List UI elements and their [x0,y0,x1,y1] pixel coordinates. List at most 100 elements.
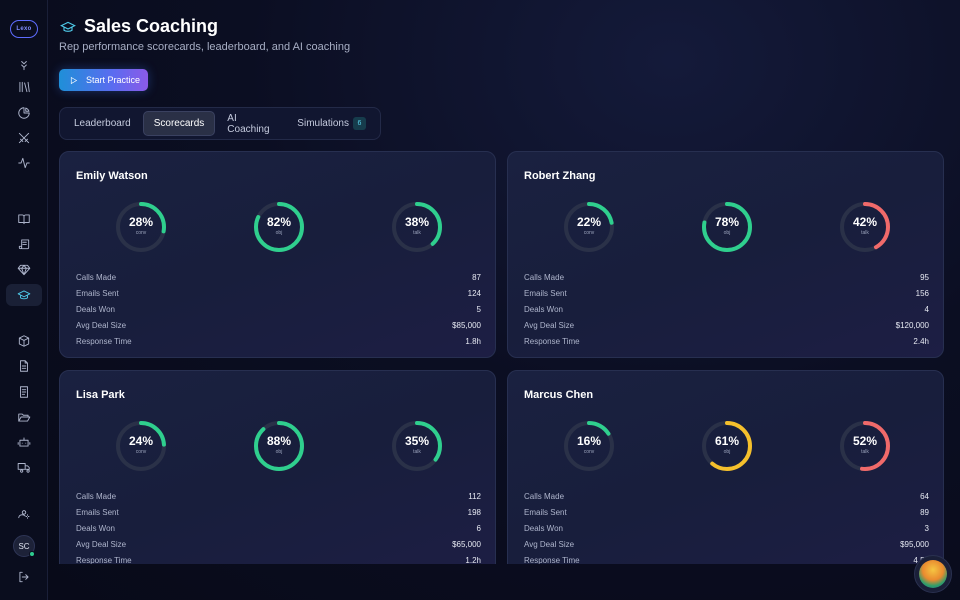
sidebar-item-products[interactable] [6,330,42,352]
stat-label: Emails Sent [76,507,119,517]
sidebar-item-analytics[interactable] [6,102,42,124]
pie-chart-icon [18,107,30,119]
ring-progress [702,421,752,471]
graduation-cap-icon [60,21,76,32]
ring-progress [702,202,752,252]
sidebar-item-files[interactable] [6,406,42,428]
sidebar-item-documents[interactable] [6,355,42,377]
app-logo[interactable]: Lexo [10,20,38,38]
swords-icon [18,132,30,144]
tab-label: Leaderboard [74,118,131,129]
stat-row: Avg Deal Size $85,000 [76,317,481,333]
avatar[interactable]: SC [13,535,35,557]
tab-label: AI Coaching [227,112,270,135]
page-title: Sales Coaching [60,16,218,37]
stat-value: 4 [924,304,929,314]
stat-label: Calls Made [524,272,565,282]
ring-progress [564,202,614,252]
sidebar-item-bots[interactable] [6,431,42,453]
tab-leaderboard[interactable]: Leaderboard [64,111,141,136]
stat-value: 87 [472,272,481,282]
ring-chart [564,421,614,471]
metric-ring-talk: 35% talk [388,417,446,475]
scorecard[interactable]: Marcus Chen 16% conv 61% obj 52% talk Calls Mad… [507,370,944,564]
sidebar-item-logistics[interactable] [6,456,42,478]
metric-ring-conv: 22% conv [560,198,618,256]
metric-ring-conv: 28% conv [112,198,170,256]
metric-label: obj [275,449,283,455]
assistant-launcher-button[interactable] [914,555,952,593]
stat-label: Response Time [76,555,132,565]
scorecard[interactable]: Emily Watson 28% conv 82% obj 38% talk Calls Ma… [59,151,496,358]
ring-chart [392,202,442,252]
scorecard[interactable]: Lisa Park 24% conv 88% obj 35% talk Calls Made 1… [59,370,496,564]
stat-value: 124 [467,288,481,298]
ring-progress [254,421,304,471]
package-icon [18,335,30,347]
sidebar-item-team-settings[interactable] [6,502,42,524]
stat-value: $120,000 [895,320,929,330]
stat-row: Calls Made 64 [524,488,929,504]
stat-value: $85,000 [452,320,481,330]
rep-name: Lisa Park [76,389,125,401]
rep-name: Robert Zhang [524,170,596,182]
stat-label: Emails Sent [524,507,567,517]
sidebar-item-sales-coaching[interactable] [6,284,42,306]
stat-label: Deals Won [524,304,563,314]
sidebar-item-scripts[interactable] [6,233,42,255]
ring-progress [392,202,442,252]
stat-label: Avg Deal Size [76,320,127,330]
sidebar-item-logout[interactable] [6,566,42,588]
stat-label: Calls Made [76,272,117,282]
stat-label: Avg Deal Size [524,320,575,330]
stat-row: Response Time 2.4h [524,333,929,349]
scorecard[interactable]: Robert Zhang 22% conv 78% obj 42% talk Calls Ma… [507,151,944,358]
sidebar-item-library[interactable] [6,76,42,98]
sidebar-item-battles[interactable] [6,127,42,149]
metric-ring-obj: 88% obj [250,417,308,475]
stat-value: 3 [924,523,929,533]
stat-label: Response Time [524,336,580,346]
ring-chart [564,202,614,252]
start-practice-button[interactable]: Start Practice [59,69,148,91]
stat-row: Deals Won 4 [524,301,929,317]
metric-label: conv [135,449,147,455]
stat-label: Emails Sent [76,288,119,298]
stat-row: Emails Sent 124 [76,285,481,301]
sidebar-item-knowledge[interactable] [6,208,42,230]
stat-row: Response Time4.5h [524,552,929,565]
metric-percent: 24% [128,434,154,448]
stat-value: $95,000 [900,539,929,549]
assistant-avatar-icon [919,560,947,588]
stat-value: 156 [915,288,929,298]
stat-row: Emails Sent 156 [524,285,929,301]
stat-value: 1.8h [465,336,481,346]
metric-ring-talk: 42% talk [836,198,894,256]
tab-simulations[interactable]: Simulations 6 [287,111,376,136]
sidebar-item-premium[interactable] [6,259,42,281]
metric-percent: 28% [128,215,154,229]
stat-value: 95 [920,272,929,282]
truck-icon [17,463,30,473]
sidebar-item-filter[interactable] [6,54,42,76]
rep-name: Emily Watson [76,170,148,182]
tab-label: Simulations [297,118,349,129]
sidebar-item-activity[interactable] [6,152,42,174]
stat-row: Emails Sent 198 [76,504,481,520]
sidebar: Lexo SC [0,0,48,600]
stat-label: Calls Made [76,491,117,501]
sidebar-item-invoices[interactable] [6,381,42,403]
tab-label: Scorecards [153,118,205,129]
metric-ring-obj: 61% obj [698,417,756,475]
tab-scorecards[interactable]: Scorecards [142,111,216,136]
metric-percent: 16% [576,434,602,448]
metric-percent: 82% [266,215,292,229]
stat-label: Calls Made [524,491,565,501]
stat-label: Deals Won [524,523,563,533]
tab-ai-coaching[interactable]: AI Coaching [217,111,285,136]
stat-label: Deals Won [76,304,115,314]
stat-row: Emails Sent 89 [524,504,929,520]
metric-label: conv [583,230,595,236]
avatar-initials: SC [18,541,30,551]
stat-label: Avg Deal Size [524,539,575,549]
